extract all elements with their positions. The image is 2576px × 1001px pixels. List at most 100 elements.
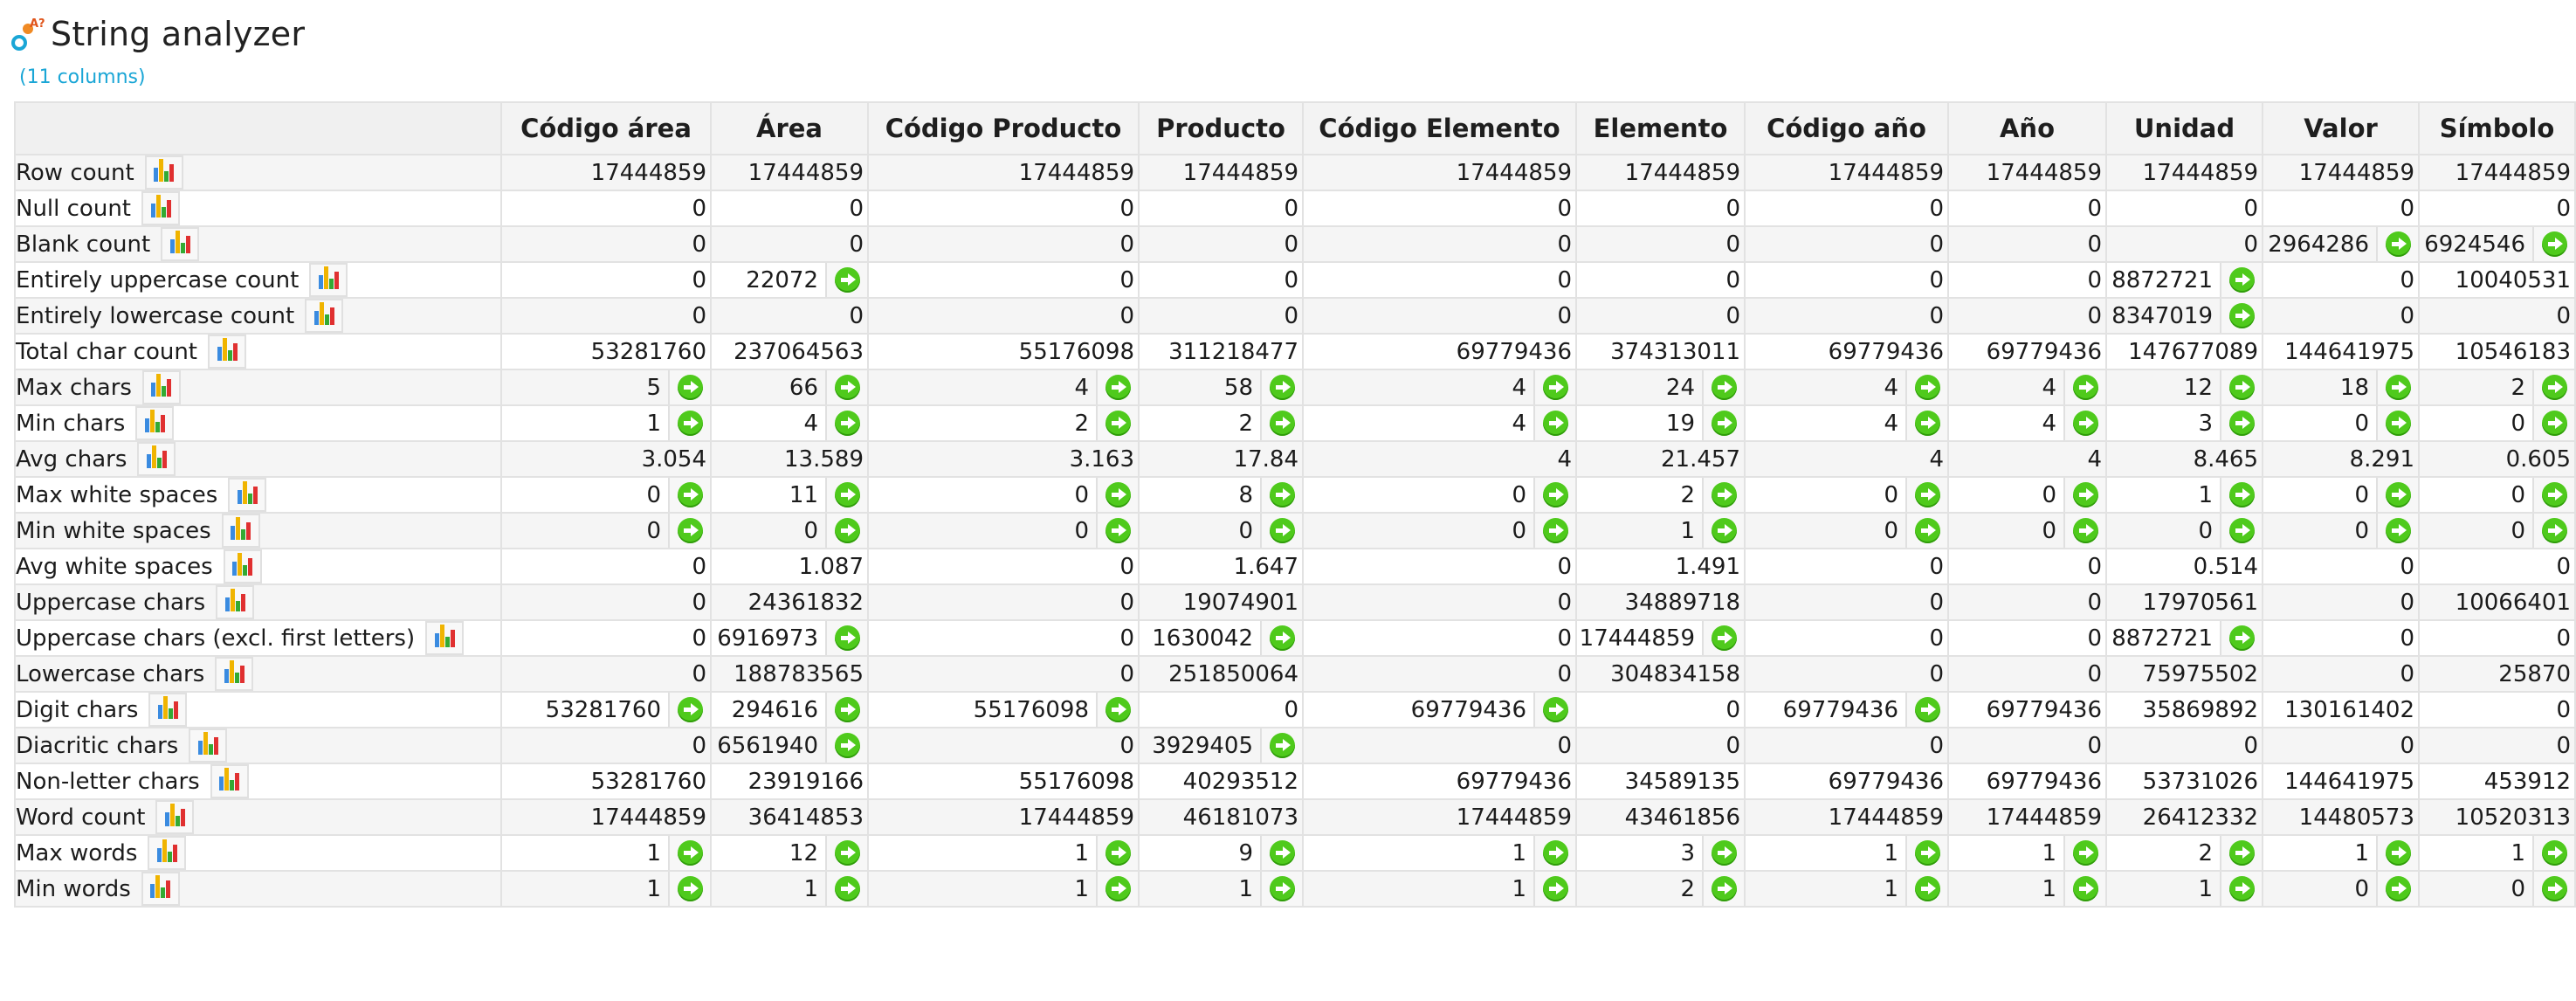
go-arrow-button[interactable] bbox=[2063, 836, 2105, 870]
go-arrow-button[interactable] bbox=[1702, 370, 1744, 404]
go-arrow-button[interactable] bbox=[1260, 514, 1302, 548]
go-arrow-button[interactable] bbox=[1702, 478, 1744, 512]
bar-chart-icon[interactable] bbox=[137, 442, 176, 476]
go-arrow-button[interactable] bbox=[825, 872, 867, 906]
go-arrow-button[interactable] bbox=[1096, 836, 1138, 870]
go-arrow-button[interactable] bbox=[2532, 872, 2574, 906]
go-arrow-button[interactable] bbox=[2376, 836, 2418, 870]
go-arrow-button[interactable] bbox=[2376, 227, 2418, 261]
go-arrow-button[interactable] bbox=[1533, 836, 1575, 870]
go-arrow-button[interactable] bbox=[825, 370, 867, 404]
go-arrow-button[interactable] bbox=[1533, 693, 1575, 727]
bar-chart-icon[interactable] bbox=[216, 585, 255, 619]
go-arrow-button[interactable] bbox=[668, 836, 710, 870]
go-arrow-button[interactable] bbox=[1096, 693, 1138, 727]
go-arrow-button[interactable] bbox=[1260, 406, 1302, 440]
go-arrow-button[interactable] bbox=[2220, 514, 2262, 548]
go-arrow-button[interactable] bbox=[1533, 478, 1575, 512]
go-arrow-button[interactable] bbox=[1533, 514, 1575, 548]
bar-chart-icon[interactable] bbox=[210, 764, 249, 798]
go-arrow-button[interactable] bbox=[1905, 514, 1947, 548]
go-arrow-button[interactable] bbox=[2220, 621, 2262, 655]
go-arrow-button[interactable] bbox=[2063, 370, 2105, 404]
go-arrow-button[interactable] bbox=[1096, 872, 1138, 906]
go-arrow-button[interactable] bbox=[1533, 872, 1575, 906]
go-arrow-button[interactable] bbox=[668, 406, 710, 440]
go-arrow-button[interactable] bbox=[825, 836, 867, 870]
bar-chart-icon[interactable] bbox=[148, 693, 188, 727]
go-arrow-button[interactable] bbox=[1702, 872, 1744, 906]
go-arrow-button[interactable] bbox=[2376, 478, 2418, 512]
go-arrow-button[interactable] bbox=[2220, 872, 2262, 906]
go-arrow-button[interactable] bbox=[1905, 693, 1947, 727]
go-arrow-button[interactable] bbox=[1905, 478, 1947, 512]
go-arrow-button[interactable] bbox=[1905, 370, 1947, 404]
bar-chart-icon[interactable] bbox=[208, 335, 246, 369]
bar-chart-icon[interactable] bbox=[305, 299, 344, 333]
go-arrow-button[interactable] bbox=[1096, 514, 1138, 548]
go-arrow-button[interactable] bbox=[1702, 621, 1744, 655]
go-arrow-button[interactable] bbox=[2532, 478, 2574, 512]
column-count-link[interactable]: (11 columns) bbox=[19, 66, 146, 88]
go-arrow-button[interactable] bbox=[2063, 872, 2105, 906]
go-arrow-button[interactable] bbox=[2376, 872, 2418, 906]
bar-chart-icon[interactable] bbox=[148, 836, 187, 870]
bar-chart-icon[interactable] bbox=[141, 370, 181, 404]
go-arrow-button[interactable] bbox=[825, 693, 867, 727]
go-arrow-button[interactable] bbox=[1702, 406, 1744, 440]
go-arrow-button[interactable] bbox=[1905, 406, 1947, 440]
bar-chart-icon[interactable] bbox=[228, 478, 267, 512]
bar-chart-icon[interactable] bbox=[144, 155, 183, 190]
go-arrow-button[interactable] bbox=[825, 263, 867, 297]
go-arrow-button[interactable] bbox=[1905, 872, 1947, 906]
go-arrow-button[interactable] bbox=[825, 478, 867, 512]
go-arrow-button[interactable] bbox=[2532, 836, 2574, 870]
go-arrow-button[interactable] bbox=[2063, 406, 2105, 440]
go-arrow-button[interactable] bbox=[825, 514, 867, 548]
go-arrow-button[interactable] bbox=[1260, 728, 1302, 763]
go-arrow-button[interactable] bbox=[668, 514, 710, 548]
bar-chart-icon[interactable] bbox=[223, 549, 262, 583]
go-arrow-button[interactable] bbox=[2376, 370, 2418, 404]
bar-chart-icon[interactable] bbox=[189, 728, 228, 763]
go-arrow-button[interactable] bbox=[2220, 263, 2262, 297]
go-arrow-button[interactable] bbox=[1096, 370, 1138, 404]
go-arrow-button[interactable] bbox=[1260, 872, 1302, 906]
go-arrow-button[interactable] bbox=[1533, 406, 1575, 440]
go-arrow-button[interactable] bbox=[1096, 406, 1138, 440]
bar-chart-icon[interactable] bbox=[309, 263, 348, 297]
bar-chart-icon[interactable] bbox=[221, 514, 260, 548]
go-arrow-button[interactable] bbox=[2532, 514, 2574, 548]
go-arrow-button[interactable] bbox=[1260, 478, 1302, 512]
go-arrow-button[interactable] bbox=[668, 693, 710, 727]
bar-chart-icon[interactable] bbox=[161, 227, 200, 261]
go-arrow-button[interactable] bbox=[2532, 227, 2574, 261]
bar-chart-icon[interactable] bbox=[141, 191, 180, 225]
go-arrow-button[interactable] bbox=[1702, 836, 1744, 870]
go-arrow-button[interactable] bbox=[1702, 514, 1744, 548]
go-arrow-button[interactable] bbox=[2220, 478, 2262, 512]
bar-chart-icon[interactable] bbox=[215, 657, 254, 691]
go-arrow-button[interactable] bbox=[825, 406, 867, 440]
go-arrow-button[interactable] bbox=[2532, 406, 2574, 440]
go-arrow-button[interactable] bbox=[668, 370, 710, 404]
go-arrow-button[interactable] bbox=[1260, 370, 1302, 404]
go-arrow-button[interactable] bbox=[1260, 621, 1302, 655]
go-arrow-button[interactable] bbox=[668, 478, 710, 512]
go-arrow-button[interactable] bbox=[825, 728, 867, 763]
go-arrow-button[interactable] bbox=[1260, 836, 1302, 870]
go-arrow-button[interactable] bbox=[2220, 836, 2262, 870]
go-arrow-button[interactable] bbox=[2220, 299, 2262, 333]
go-arrow-button[interactable] bbox=[2220, 370, 2262, 404]
go-arrow-button[interactable] bbox=[825, 621, 867, 655]
bar-chart-icon[interactable] bbox=[135, 406, 175, 440]
go-arrow-button[interactable] bbox=[1905, 836, 1947, 870]
go-arrow-button[interactable] bbox=[2376, 514, 2418, 548]
go-arrow-button[interactable] bbox=[2220, 406, 2262, 440]
go-arrow-button[interactable] bbox=[2063, 478, 2105, 512]
bar-chart-icon[interactable] bbox=[141, 872, 180, 906]
bar-chart-icon[interactable] bbox=[155, 800, 195, 834]
go-arrow-button[interactable] bbox=[2063, 514, 2105, 548]
go-arrow-button[interactable] bbox=[1096, 478, 1138, 512]
go-arrow-button[interactable] bbox=[668, 872, 710, 906]
